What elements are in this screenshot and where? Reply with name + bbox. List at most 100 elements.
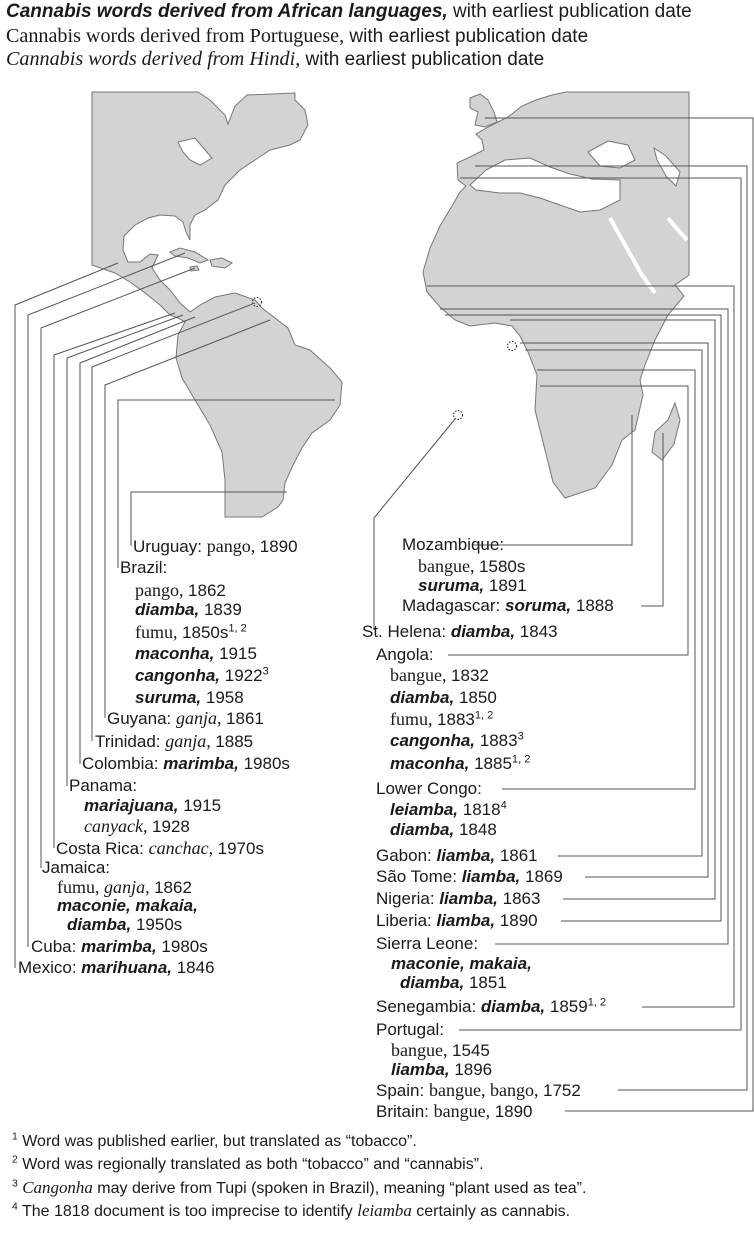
african-word: diamba,: [390, 688, 459, 707]
americas-entry: Cuba: marimba, 1980s: [31, 937, 208, 957]
hindi-word: canyack,: [84, 816, 153, 836]
african-word: mariajuana,: [84, 796, 184, 815]
africa-europe-entry: fumu, 18831, 2: [390, 709, 493, 730]
hindi-word: leiamba: [357, 1201, 412, 1220]
great-britain-island: [469, 93, 498, 128]
african-word: diamba,: [450, 622, 520, 641]
hindi-word: ganja,: [176, 708, 227, 728]
label-text: 1922: [224, 666, 263, 685]
african-word: diamba,: [135, 600, 204, 619]
leader-gabon: [525, 349, 703, 857]
portuguese-word: fumu,: [390, 709, 438, 729]
label-text: Gabon:: [376, 846, 437, 865]
label-text: 1980s: [161, 937, 208, 956]
label-text: Uruguay:: [133, 537, 207, 556]
africa-europe-entry: Senegambia: diamba, 18591, 2: [376, 997, 606, 1017]
leader-portugal: [459, 177, 742, 1031]
leader-mexico: [14, 262, 119, 968]
label-text: Portugal:: [376, 1020, 445, 1039]
africa-europe-entry: São Tome: liamba, 1869: [376, 867, 563, 887]
label-text: Costa Rica:: [56, 839, 149, 858]
footnote-marker: 3: [12, 1178, 18, 1190]
label-text: 1891: [488, 576, 527, 595]
leader-guyana: [104, 319, 271, 718]
americas-entry: Jamaica:: [42, 858, 110, 878]
leader-costa-rica: [53, 312, 176, 848]
americas-entry: pango, 1862: [135, 580, 226, 601]
trinidad-marker: [252, 297, 262, 307]
footnote-marker: 1: [12, 1131, 18, 1143]
leader-madagascar: [641, 433, 664, 607]
leader-spain: [475, 165, 748, 1091]
african-word: leiamba,: [390, 800, 463, 819]
african-word: marimba,: [163, 754, 244, 773]
sao-tome-marker: [507, 341, 517, 351]
americas-entry: canyack, 1928: [84, 816, 190, 837]
label-text: Mexico:: [18, 958, 82, 977]
label-text: Brazil:: [120, 558, 168, 577]
label-text: with earliest publication date: [447, 1, 692, 22]
label-text: Colombia:: [82, 754, 164, 773]
african-word: liamba,: [436, 846, 500, 865]
african-word: maconie, makaia,: [391, 954, 532, 973]
label-text: 1752: [543, 1081, 581, 1100]
label-text: 1850s: [182, 623, 229, 642]
african-word: Cannabis words derived from African lang…: [6, 1, 448, 22]
legend-line: Cannabis words derived from Hindi, with …: [6, 47, 544, 72]
label-text: 1832: [451, 666, 489, 685]
footnote-marker: 1, 2: [511, 753, 531, 766]
americas-entry: Mexico: marihuana, 1846: [18, 958, 215, 978]
leader-sierra-leone: [440, 308, 729, 945]
label-text: São Tome:: [376, 867, 462, 886]
label-text: 1950s: [135, 915, 183, 934]
africa-europe-entry: Spain: bangue, bango, 1752: [376, 1080, 581, 1101]
label-text: 1885: [474, 754, 512, 773]
hindi-word: canchac,: [148, 838, 218, 858]
african-word: liamba,: [436, 911, 500, 930]
africa-europe-entry: diamba, 1850: [390, 688, 497, 708]
label-text: Nigeria:: [376, 889, 440, 908]
label-text: Jamaica:: [42, 858, 111, 877]
label-text: Mozambique:: [402, 535, 505, 554]
leader-liberia: [445, 314, 722, 922]
african-word: liamba,: [461, 867, 525, 886]
label-text: 1915: [183, 796, 222, 815]
label-text: 1915: [219, 644, 257, 663]
footnote: 2 Word was regionally translated as both…: [12, 1155, 484, 1175]
africa-europe-entry: diamba, 1848: [390, 820, 497, 840]
label-text: with earliest publication date: [344, 26, 589, 47]
madagascar-island: [651, 401, 681, 461]
africa-europe-entry: bangue, 1580s: [418, 556, 525, 577]
leader-britain: [485, 117, 754, 1112]
label-text: 1859: [549, 997, 588, 1016]
portuguese-word: bangue,: [418, 556, 480, 576]
african-word: diamba,: [390, 820, 459, 839]
portuguese-word: bangue,: [391, 1040, 453, 1060]
portuguese-word: bangue, bango,: [428, 1080, 544, 1100]
label-text: Lower Congo:: [376, 779, 482, 798]
footnote-marker: 3: [517, 730, 524, 743]
footnote-marker: 3: [262, 665, 269, 678]
africa-europe-entry: Gabon: liamba, 1861: [376, 846, 538, 866]
leader-uruguay: [130, 491, 287, 546]
label-text: Madagascar:: [402, 596, 505, 615]
americas-entry: Guyana: ganja, 1861: [107, 708, 264, 729]
label-text: 1896: [454, 1060, 493, 1079]
leader-colombia: [79, 316, 196, 764]
label-text: Senegambia:: [376, 997, 481, 1016]
hindi-word: Cangonha: [22, 1178, 93, 1197]
leader-trinidad: [91, 302, 256, 741]
footnote-marker: 1, 2: [474, 709, 494, 722]
africa-europe-entry: diamba, 1851: [400, 973, 507, 993]
africa-europe-entry: maconie, makaia,: [391, 954, 532, 974]
africa-europe-entry: Madagascar: soruma, 1888: [402, 596, 614, 616]
label-text: 1980s: [243, 754, 290, 773]
label-text: 1869: [525, 867, 563, 886]
americas-entry: Trinidad: ganja, 1885: [95, 731, 253, 752]
cuba-island: [169, 247, 210, 264]
label-text: 1862: [188, 581, 226, 600]
americas-entry: fumu, 1850s1, 2: [135, 622, 247, 643]
label-text: 1843: [519, 622, 558, 641]
portuguese-word: fumu,: [57, 877, 105, 897]
red-sea: [608, 217, 657, 295]
